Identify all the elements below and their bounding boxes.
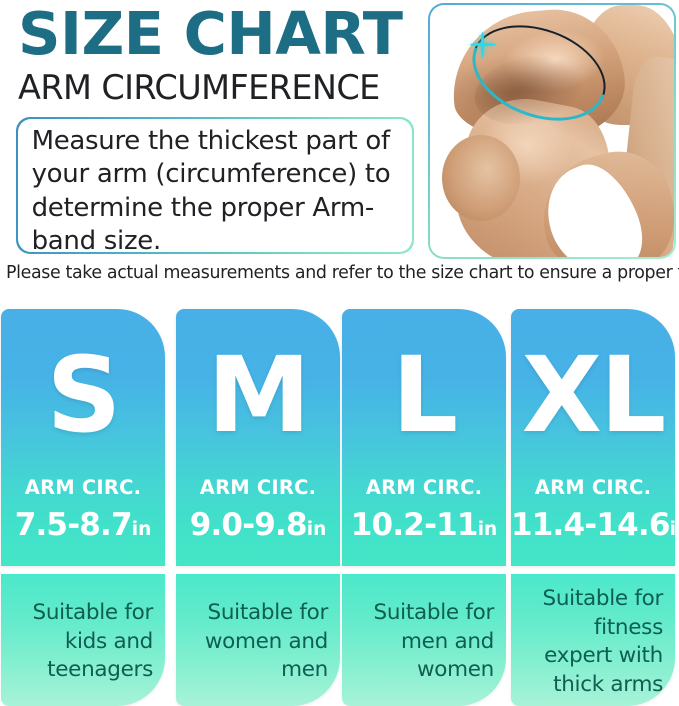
arm-photo-frame <box>428 3 676 259</box>
arm-circ-range: 10.2-11 <box>350 507 479 543</box>
size-letter: M <box>207 334 311 456</box>
arm-circ-unit: in <box>669 519 675 540</box>
arm-circ-label: ARM CIRC. <box>24 476 142 499</box>
size-card-l-bottom: Suitable for men and women <box>342 574 506 706</box>
arm-circ-unit: in <box>477 519 498 540</box>
size-card-m-top: M ARM CIRC. 9.0-9.8in <box>176 309 340 566</box>
size-letter: L <box>391 334 458 456</box>
page-title: SIZE CHART <box>18 0 403 68</box>
size-card-m-bottom: Suitable for women and men <box>176 574 340 706</box>
size-card-s[interactable]: S ARM CIRC. 7.5-8.7in Suitable for kids … <box>1 309 165 706</box>
arm-elbow-shape <box>442 135 520 221</box>
size-cards-row: S ARM CIRC. 7.5-8.7in Suitable for kids … <box>0 309 679 706</box>
arm-circ-value: 9.0-9.8in <box>176 507 340 548</box>
measurement-note: Please take actual measurements and refe… <box>6 263 679 283</box>
size-card-xl[interactable]: XL ARM CIRC. 11.4-14.6in Suitable for fi… <box>511 309 675 706</box>
size-card-l[interactable]: L ARM CIRC. 10.2-11in Suitable for men a… <box>342 309 506 706</box>
arm-circ-label: ARM CIRC. <box>199 476 317 499</box>
arm-circ-value: 7.5-8.7in <box>1 507 165 548</box>
instruction-callout-inner: Measure the thickest part of your arm (c… <box>17 118 413 256</box>
sparkle-icon <box>470 32 496 58</box>
size-card-xl-top: XL ARM CIRC. 11.4-14.6in <box>511 309 675 566</box>
arm-circ-unit: in <box>131 519 152 540</box>
title-block: SIZE CHART ARM CIRCUMFERENCE <box>18 4 428 106</box>
size-card-description: Suitable for men and women <box>373 600 495 682</box>
instruction-text: Measure the thickest part of your arm (c… <box>31 125 391 257</box>
instruction-callout: Measure the thickest part of your arm (c… <box>16 117 414 256</box>
page-subtitle: ARM CIRCUMFERENCE <box>18 68 380 107</box>
size-card-s-top: S ARM CIRC. 7.5-8.7in <box>1 309 165 566</box>
size-letter: S <box>46 334 122 456</box>
size-card-l-top: L ARM CIRC. 10.2-11in <box>342 309 506 566</box>
size-card-description: Suitable for kids and teenagers <box>32 600 154 682</box>
arm-photo <box>430 5 674 257</box>
size-letter: XL <box>521 334 666 456</box>
arm-circ-value: 10.2-11in <box>342 507 506 548</box>
size-card-m[interactable]: M ARM CIRC. 9.0-9.8in Suitable for women… <box>176 309 340 706</box>
arm-circ-label: ARM CIRC. <box>365 476 483 499</box>
arm-circ-range: 9.0-9.8 <box>189 507 308 543</box>
arm-illustration <box>430 5 674 257</box>
arm-circ-label: ARM CIRC. <box>534 476 652 499</box>
arm-circ-range: 7.5-8.7 <box>14 507 133 543</box>
arm-circ-unit: in <box>306 519 327 540</box>
size-card-xl-bottom: Suitable for fitness expert with thick a… <box>511 574 675 706</box>
arm-circ-value: 11.4-14.6in <box>511 507 675 548</box>
size-card-description: Suitable for women and men <box>204 600 328 682</box>
arm-circ-range: 11.4-14.6 <box>511 507 670 543</box>
size-card-description: Suitable for fitness expert with thick a… <box>542 586 664 697</box>
header-section: SIZE CHART ARM CIRCUMFERENCE Measure the… <box>0 0 679 300</box>
size-card-s-bottom: Suitable for kids and teenagers <box>1 574 165 706</box>
